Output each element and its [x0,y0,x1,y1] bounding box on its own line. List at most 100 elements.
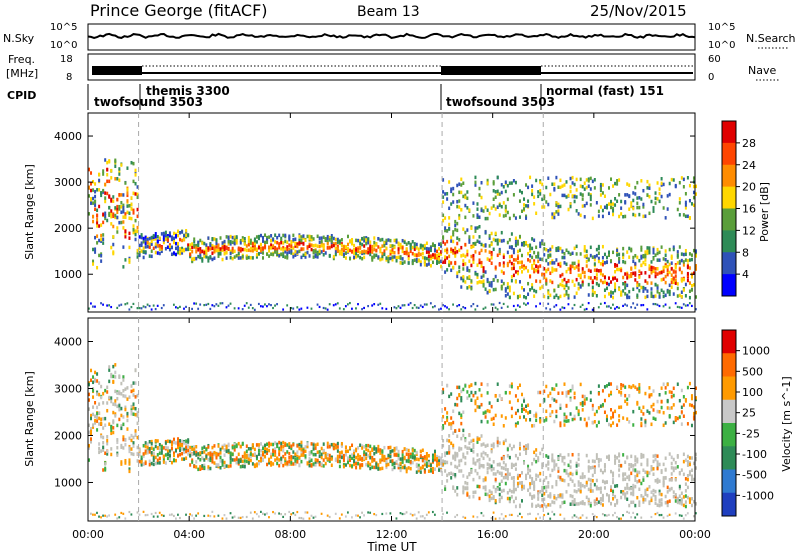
power-cell [632,212,635,217]
power-cell [654,201,657,205]
vel-cell [326,445,329,449]
vel-cell [124,407,127,412]
power-cell [417,258,420,263]
vel-cell [359,454,362,459]
vel-cell [640,481,643,486]
vel-cell [92,380,95,385]
power-cell [340,252,343,256]
vel-cell [158,461,161,465]
power-cell [478,235,481,239]
vel-cell [607,457,610,461]
vel-cell [349,454,352,459]
vel-cell [96,372,99,376]
vel-cell [185,445,188,449]
vel-cell [553,398,556,402]
vel-cell [585,495,588,500]
power-cell [330,235,333,240]
power-cell [334,250,337,254]
vel-cell [626,417,629,421]
vel-cell [108,365,111,369]
power-cell [668,289,671,294]
vel-cell [569,494,572,498]
power-cell [575,209,578,213]
power-cell [264,240,267,245]
power-cell [577,273,580,278]
power-cell [440,259,443,264]
vel-cell [154,438,157,443]
vel-cell [387,453,390,458]
power-cell [359,255,362,260]
power-cell [525,265,528,270]
power-cell [525,214,528,219]
vel-cell [482,456,485,461]
vel-cell [213,461,216,465]
vel-cell [268,458,271,463]
power-cell [569,252,572,256]
vel-cell [310,514,313,517]
vel-cell [567,482,570,487]
power-cell [138,253,141,258]
vel-cell [656,409,659,414]
vel-cell [579,475,582,480]
power-cell [593,178,596,182]
vel-cell [470,383,473,387]
power-cell [470,226,473,230]
power-cell [278,233,281,238]
vel-cell [642,495,645,500]
power-cell [472,244,475,249]
vel-cell [464,486,467,490]
power-cell [595,247,598,252]
power-cell [644,279,647,283]
vel-cell [488,409,491,414]
power-cell [545,258,548,263]
vel-cell [411,514,414,517]
power-cell [120,303,123,306]
power-cell [583,215,586,219]
power-cell [132,179,135,184]
power-cell [565,195,568,199]
power-cell [553,212,556,216]
power-cell [616,306,618,309]
vel-cell [498,497,501,502]
power-cell [545,200,548,204]
vel-cell [276,461,279,466]
power-cell [484,306,487,309]
power-cell [559,294,562,299]
power-cell [460,183,463,187]
power-cell [197,254,200,259]
power-cell [486,257,489,261]
vel-cell [249,447,252,451]
vel-cell [274,453,277,457]
vel-cell [581,472,584,476]
power-cell [342,254,345,258]
power-cell [565,180,568,184]
power-cell [472,242,475,246]
power-cell [134,181,137,186]
power-cell [446,247,449,251]
vel-cell [381,456,384,460]
date-label: 25/Nov/2015 [590,2,687,20]
power-cell [614,282,617,286]
vel-cell [391,449,394,453]
power-cell [674,270,677,274]
power-cell [142,240,145,244]
power-cell [539,244,542,249]
vel-cell [612,473,615,478]
vel-cell [340,453,343,458]
vel-cell [640,455,643,459]
vel-cell [215,451,218,456]
power-cell [264,303,266,306]
vel-cell [579,417,582,421]
vel-cell [573,414,576,419]
power-cell [150,242,153,246]
vel-cell [114,363,117,367]
power-cell [346,249,349,253]
power-cell [549,279,552,283]
power-cell [195,244,198,248]
vel-cell [656,466,659,471]
power-cell [249,246,252,251]
vel-cell [498,471,501,475]
power-cell [464,215,467,220]
power-cell [195,246,198,250]
vel-cell [300,440,303,445]
